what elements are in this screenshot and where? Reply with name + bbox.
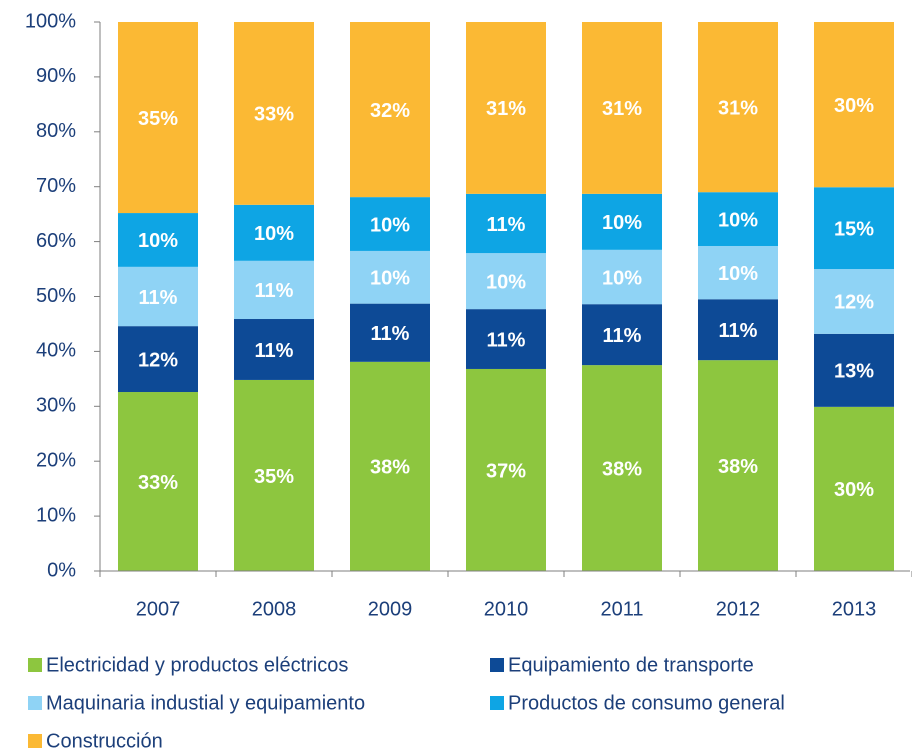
bar-segment [698,245,778,300]
data-label: 35% [138,108,178,130]
x-tick-label: 2012 [716,598,761,620]
bar-segment [698,360,778,571]
bar-segment [350,250,430,304]
x-tick-label: 2010 [484,598,529,620]
data-label: 35% [254,466,294,488]
bar-segment [118,392,198,571]
y-tick-label: 20% [36,449,76,471]
bar-segment [234,379,314,571]
data-label: 30% [834,95,874,117]
bar-segment [118,326,198,393]
data-label: 11% [255,340,294,362]
data-label: 10% [486,271,526,293]
legend-swatch [28,696,42,710]
bar-segment [466,309,546,369]
data-label: 10% [602,212,642,234]
data-label: 15% [834,218,874,240]
data-label: 11% [487,329,526,351]
data-label: 32% [370,100,410,122]
y-tick-label: 90% [36,65,76,87]
data-label: 31% [602,98,642,120]
legend-label: Productos de consumo general [508,692,785,714]
data-label: 33% [254,104,294,126]
y-tick-label: 50% [36,285,76,307]
data-label: 38% [602,458,642,480]
x-tick-label: 2008 [252,598,297,620]
bar-segment [814,406,894,571]
data-label: 11% [371,323,410,345]
y-tick-label: 70% [36,175,76,197]
x-tick-label: 2011 [600,598,643,620]
data-label: 31% [718,97,758,119]
bar-segment [814,269,894,334]
bar-segment [466,22,546,194]
data-label: 10% [254,223,294,245]
data-label: 13% [834,361,874,383]
legend-swatch [28,734,42,748]
bar-segment [466,253,546,310]
bar-segment [118,22,198,214]
legend-swatch [490,696,504,710]
bar-segment [234,319,314,380]
data-label: 37% [486,460,526,482]
y-tick-label: 0% [47,559,76,581]
bar-segment [350,303,430,362]
data-label: 11% [487,214,526,236]
y-tick-label: 30% [36,395,76,417]
data-label: 11% [255,280,294,302]
legend-label: Equipamiento de transporte [508,654,754,676]
data-label: 10% [370,214,410,236]
y-tick-label: 40% [36,340,76,362]
x-tick-label: 2013 [832,598,877,620]
data-label: 30% [834,479,874,501]
data-label: 38% [718,456,758,478]
bar-segment [582,193,662,250]
bar-segment [582,304,662,366]
bar-segment [350,361,430,571]
legend-label: Maquinaria industial y equipamiento [46,692,365,714]
bar-segment [814,333,894,407]
bar-segment [582,249,662,305]
legend-label: Construcción [46,730,163,752]
y-tick-label: 60% [36,230,76,252]
data-label: 10% [370,268,410,290]
y-tick-label: 10% [36,504,76,526]
bar-segment [698,192,778,246]
y-tick-label: 100% [25,10,76,32]
bar-segment [350,22,430,198]
bar-segment [698,22,778,193]
legend-swatch [28,658,42,672]
bar-segment [582,365,662,571]
data-label: 11% [139,287,178,309]
data-label: 31% [486,98,526,120]
legend-swatch [490,658,504,672]
bar-segment [234,260,314,320]
bar-segment [118,266,198,327]
bar-segment [118,213,198,267]
data-label: 12% [834,292,874,314]
data-label: 11% [719,320,758,342]
x-tick-label: 2007 [136,598,181,620]
bar-segment [234,22,314,205]
bar-segment [814,22,894,188]
y-tick-label: 80% [36,120,76,142]
data-label: 10% [718,263,758,285]
data-label: 11% [603,325,642,347]
legend-label: Electricidad y productos eléctricos [46,654,348,676]
bar-segment [814,187,894,270]
bar-segment [234,204,314,261]
bar-segment [698,299,778,361]
data-label: 12% [138,349,178,371]
bar-segment [466,193,546,254]
bar-segment [466,368,546,571]
bar-segment [350,197,430,251]
bar-segment [582,22,662,194]
data-label: 10% [718,209,758,231]
data-label: 38% [370,457,410,479]
data-label: 33% [138,472,178,494]
data-label: 10% [602,267,642,289]
data-label: 10% [138,230,178,252]
x-tick-label: 2009 [368,598,413,620]
